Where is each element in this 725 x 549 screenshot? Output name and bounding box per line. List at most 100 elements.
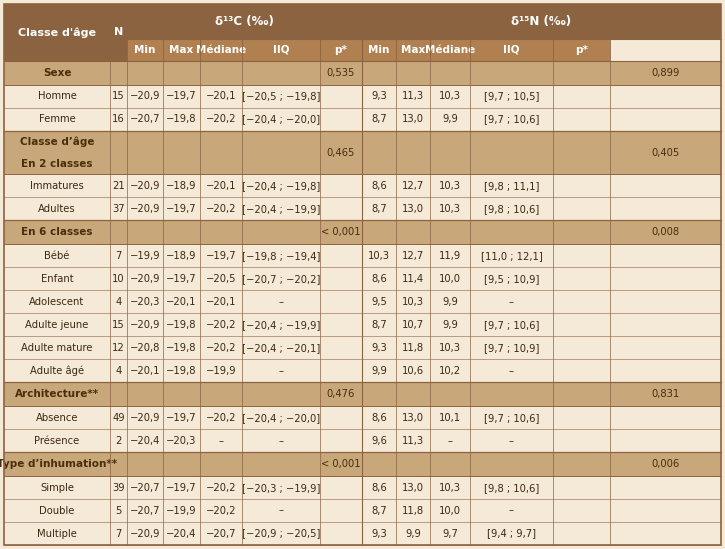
Text: −20,9: −20,9 (130, 181, 160, 191)
Text: 10,3: 10,3 (439, 181, 461, 191)
Text: Adolescent: Adolescent (30, 297, 85, 307)
Bar (4, 406, 721, 429)
Text: –: – (278, 506, 283, 516)
Text: 10,3: 10,3 (402, 297, 424, 307)
Text: 7: 7 (115, 251, 122, 261)
Text: [9,7 ; 10,9]: [9,7 ; 10,9] (484, 343, 539, 352)
Text: −19,8: −19,8 (166, 320, 196, 330)
Text: 0,831: 0,831 (651, 389, 679, 399)
Text: Max: Max (170, 45, 194, 55)
Text: [9,7 ; 10,6]: [9,7 ; 10,6] (484, 413, 539, 423)
Text: δ¹⁵N (‰): δ¹⁵N (‰) (511, 15, 571, 28)
Text: p*: p* (334, 45, 347, 55)
Text: 9,7: 9,7 (442, 529, 458, 539)
Text: [9,7 ; 10,6]: [9,7 ; 10,6] (484, 114, 539, 124)
Text: < 0,001: < 0,001 (321, 459, 361, 469)
Text: 0,899: 0,899 (651, 68, 679, 78)
Text: 10: 10 (112, 274, 125, 284)
Text: Max: Max (401, 45, 425, 55)
Text: −20,9: −20,9 (130, 529, 160, 539)
Text: Classe d’âge: Classe d’âge (20, 137, 94, 147)
Text: Adultes: Adultes (38, 204, 76, 214)
Text: < 0,001: < 0,001 (321, 227, 361, 237)
Text: 0,465: 0,465 (327, 148, 355, 158)
Text: 9,3: 9,3 (371, 529, 387, 539)
Text: 37: 37 (112, 204, 125, 214)
Bar (4, 4, 110, 61)
Text: −20,3: −20,3 (130, 297, 160, 307)
Text: [−20,4 ; −20,1]: [−20,4 ; −20,1] (242, 343, 320, 352)
Text: 0,008: 0,008 (652, 227, 679, 237)
Bar (4, 61, 721, 85)
Bar (4, 267, 721, 290)
Text: [−20,4 ; −20,0]: [−20,4 ; −20,0] (242, 413, 320, 423)
Text: −20,7: −20,7 (130, 483, 160, 492)
Text: 13,0: 13,0 (402, 114, 424, 124)
Text: [9,4 ; 9,7]: [9,4 ; 9,7] (487, 529, 536, 539)
Text: −19,7: −19,7 (206, 251, 236, 261)
Text: 0,476: 0,476 (327, 389, 355, 399)
Text: 10,3: 10,3 (439, 343, 461, 352)
Text: [11,0 ; 12,1]: [11,0 ; 12,1] (481, 251, 542, 261)
Text: 8,7: 8,7 (371, 506, 387, 516)
Text: 39: 39 (112, 483, 125, 492)
Text: 0,006: 0,006 (651, 459, 679, 469)
Bar (110, 4, 127, 61)
Text: [9,8 ; 10,6]: [9,8 ; 10,6] (484, 483, 539, 492)
Text: −19,8: −19,8 (166, 366, 196, 376)
Text: 2: 2 (115, 435, 122, 446)
Text: [9,8 ; 11,1]: [9,8 ; 11,1] (484, 181, 539, 191)
Bar (4, 336, 721, 359)
Bar (127, 39, 163, 61)
Text: Enfant: Enfant (41, 274, 73, 284)
Text: 11,9: 11,9 (439, 251, 461, 261)
Text: Médiane: Médiane (196, 45, 246, 55)
Text: [9,7 ; 10,6]: [9,7 ; 10,6] (484, 320, 539, 330)
Text: 8,7: 8,7 (371, 320, 387, 330)
Bar (4, 476, 721, 499)
Text: 10,3: 10,3 (439, 483, 461, 492)
Text: 15: 15 (112, 91, 125, 102)
Bar (4, 198, 721, 220)
Text: 9,9: 9,9 (442, 114, 458, 124)
Text: 10,2: 10,2 (439, 366, 461, 376)
Text: −20,7: −20,7 (130, 506, 160, 516)
Text: –: – (509, 366, 514, 376)
Text: Classe d'âge: Classe d'âge (18, 27, 96, 38)
Text: 10,1: 10,1 (439, 413, 461, 423)
Text: 8,6: 8,6 (371, 274, 387, 284)
Text: 15: 15 (112, 320, 125, 330)
Text: −18,9: −18,9 (166, 181, 196, 191)
Text: 8,7: 8,7 (371, 204, 387, 214)
Text: –: – (278, 297, 283, 307)
Bar (4, 244, 721, 267)
Text: −19,9: −19,9 (130, 251, 160, 261)
Text: [−20,4 ; −19,9]: [−20,4 ; −19,9] (242, 204, 320, 214)
Text: −20,9: −20,9 (130, 413, 160, 423)
Text: −20,1: −20,1 (206, 181, 236, 191)
Bar (4, 4, 721, 39)
Text: 9,9: 9,9 (442, 297, 458, 307)
Bar (396, 39, 430, 61)
Text: [−20,7 ; −20,2]: [−20,7 ; −20,2] (242, 274, 320, 284)
Text: –: – (509, 297, 514, 307)
Text: 11,3: 11,3 (402, 435, 424, 446)
Text: −20,2: −20,2 (206, 413, 236, 423)
Text: 10,3: 10,3 (368, 251, 390, 261)
Text: 12,7: 12,7 (402, 251, 424, 261)
Text: −20,4: −20,4 (130, 435, 160, 446)
Text: Femme: Femme (38, 114, 75, 124)
Text: [9,5 ; 10,9]: [9,5 ; 10,9] (484, 274, 539, 284)
Text: 10,6: 10,6 (402, 366, 424, 376)
Text: Type d’inhumation**: Type d’inhumation** (0, 459, 117, 469)
Text: 13,0: 13,0 (402, 204, 424, 214)
Text: 11,8: 11,8 (402, 506, 424, 516)
Text: –: – (509, 435, 514, 446)
Bar (4, 108, 721, 131)
Bar (242, 39, 320, 61)
Text: –: – (218, 435, 223, 446)
Text: Min: Min (368, 45, 389, 55)
Text: −20,2: −20,2 (206, 320, 236, 330)
Text: IIQ: IIQ (503, 45, 520, 55)
Text: 10,0: 10,0 (439, 506, 461, 516)
